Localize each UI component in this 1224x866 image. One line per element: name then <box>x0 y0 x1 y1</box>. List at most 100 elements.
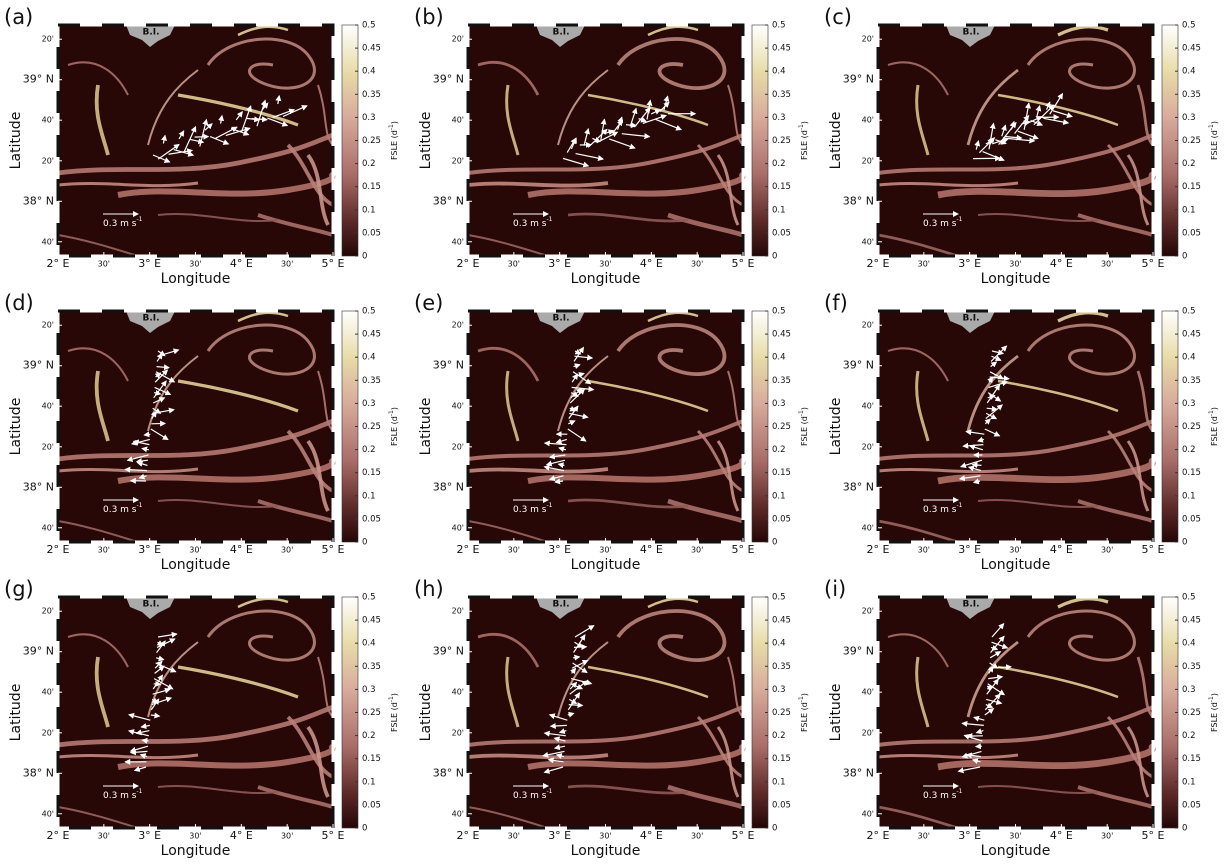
colorbar-label-end: ) <box>1210 121 1219 124</box>
x-tick-label: 30' <box>918 832 930 841</box>
x-tick-label: 30' <box>281 546 293 555</box>
colorbar-tick-label: 0.45 <box>362 616 381 626</box>
colorbar-tick-label: 0.4 <box>362 353 376 363</box>
x-tick-label: 30' <box>918 546 930 555</box>
panel-label: (b) <box>414 5 444 29</box>
island-label: B.I. <box>962 314 979 324</box>
y-tick-label: 40' <box>42 237 54 246</box>
colorbar-tick-label: 0.35 <box>1182 662 1201 672</box>
colorbar-tick-label: 0.3 <box>772 113 786 123</box>
x-tick-label: 30' <box>1009 546 1021 555</box>
x-tick-label: 2° E <box>47 829 70 842</box>
scale-exponent: -1 <box>547 502 553 509</box>
x-tick-label: 3° E <box>138 257 161 270</box>
colorbar-tick-label: 0.2 <box>362 159 376 169</box>
y-tick-label: 40' <box>42 688 54 697</box>
colorbar-tick-label: 0.5 <box>362 307 376 317</box>
colorbar-tick-label: 0.35 <box>1182 90 1201 100</box>
colorbar-label: FSLE (d-1) <box>798 121 809 160</box>
colorbar-tick-label: 0.45 <box>362 330 381 340</box>
x-tick-label: 30' <box>599 832 611 841</box>
colorbar-tick-label: 0.05 <box>362 800 381 810</box>
x-tick-label: 2° E <box>47 257 70 270</box>
scale-exponent: -1 <box>957 788 963 795</box>
colorbar-tick-label: 0.5 <box>772 21 786 31</box>
velocity-arrow <box>972 465 981 466</box>
colorbar-label-end: ) <box>1210 407 1219 410</box>
y-tick-label: 39° N <box>843 73 874 86</box>
colorbar-tick-label: 0.4 <box>1182 67 1196 77</box>
y-tick-label: 20' <box>862 321 874 330</box>
colorbar-tick-label: 0.4 <box>362 67 376 77</box>
colorbar-tick-label: 0.15 <box>772 468 791 478</box>
x-tick-label: 3° E <box>548 829 571 842</box>
y-tick-label: 40' <box>452 688 464 697</box>
x-tick-label: 4° E <box>230 829 253 842</box>
colorbar-tick-label: 0.3 <box>362 113 376 123</box>
colorbar-tick-label: 0 <box>772 252 777 262</box>
x-tick-label: 2° E <box>867 829 890 842</box>
y-tick-label: 39° N <box>23 73 54 86</box>
colorbar-tick-label: 0.1 <box>772 491 786 501</box>
x-axis-label: Longitude <box>161 557 231 573</box>
colorbar-tick-label: 0.1 <box>362 491 376 501</box>
x-tick-label: 30' <box>189 546 201 555</box>
colorbar-tick-label: 0.2 <box>772 445 786 455</box>
colorbar-tick-label: 0.15 <box>362 754 381 764</box>
colorbar-tick-label: 0.15 <box>362 182 381 192</box>
x-tick-label: 4° E <box>640 829 663 842</box>
scale-text: 0.3 m s <box>513 791 547 801</box>
x-tick-label: 5° E <box>322 257 345 270</box>
colorbar-tick-label: 0.05 <box>1182 800 1201 810</box>
x-tick-label: 30' <box>691 260 703 269</box>
colorbar-tick-label: 0.35 <box>772 376 791 386</box>
colorbar-tick-label: 0.35 <box>362 662 381 672</box>
colorbar-label-text: FSLE (d <box>1210 130 1219 160</box>
panel-label: (h) <box>414 577 444 601</box>
colorbar-tick-label: 0 <box>772 824 777 834</box>
colorbar-tick-label: 0.35 <box>362 90 381 100</box>
colorbar-label-text: FSLE (d <box>390 130 399 160</box>
colorbar-label: FSLE (d-1) <box>388 407 399 446</box>
island-label: B.I. <box>552 28 569 38</box>
x-axis-label: Longitude <box>161 843 231 859</box>
colorbar-tick-label: 0.05 <box>772 800 791 810</box>
colorbar-tick-label: 0.15 <box>772 182 791 192</box>
colorbar-tick-label: 0.05 <box>362 228 381 238</box>
colorbar-label-text: FSLE (d <box>1210 416 1219 446</box>
x-tick-label: 5° E <box>1142 543 1165 556</box>
colorbar-tick-label: 0.25 <box>362 422 381 432</box>
colorbar-label-text: FSLE (d <box>1210 702 1219 732</box>
y-tick-label: 38° N <box>433 766 464 779</box>
island-label: B.I. <box>962 600 979 610</box>
colorbar-tick-label: 0 <box>362 824 367 834</box>
colorbar-tick-label: 0.35 <box>772 662 791 672</box>
filament <box>468 755 608 758</box>
island-label: B.I. <box>142 28 159 38</box>
colorbar-tick-label: 0.2 <box>1182 445 1196 455</box>
x-tick-label: 30' <box>691 546 703 555</box>
scale-text: 0.3 m s <box>513 505 547 515</box>
x-tick-label: 2° E <box>867 543 890 556</box>
y-axis-label: Latitude <box>418 684 434 742</box>
colorbar-tick-label: 0.25 <box>362 136 381 146</box>
y-tick-label: 38° N <box>843 194 874 207</box>
x-tick-label: 3° E <box>548 543 571 556</box>
colorbar-tick-label: 0.4 <box>1182 639 1196 649</box>
velocity-arrow <box>154 684 161 685</box>
colorbar-tick-label: 0.35 <box>772 90 791 100</box>
colorbar-label-end: ) <box>1210 693 1219 696</box>
x-tick-label: 3° E <box>548 257 571 270</box>
colorbar-label: FSLE (d-1) <box>1208 693 1219 732</box>
x-tick-label: 30' <box>281 260 293 269</box>
y-tick-label: 39° N <box>433 645 464 658</box>
y-tick-label: 40' <box>452 402 464 411</box>
colorbar-tick-label: 0.15 <box>362 468 381 478</box>
x-tick-label: 30' <box>508 832 520 841</box>
colorbar-tick-label: 0.1 <box>1182 491 1196 501</box>
colorbar-tick-label: 0.3 <box>1182 399 1196 409</box>
